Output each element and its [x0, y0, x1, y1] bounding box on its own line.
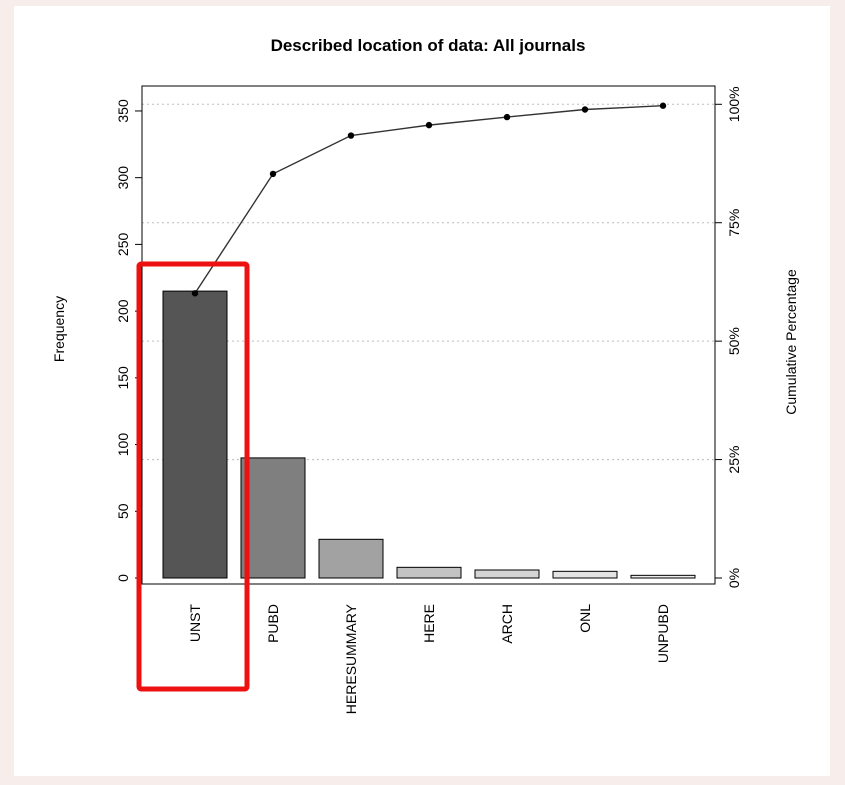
bars — [162, 290, 696, 579]
y-tick-label: 350 — [115, 99, 131, 123]
y-axis-label: Frequency — [51, 296, 67, 362]
bar-unst — [162, 290, 228, 579]
cumulative-point-onl — [581, 106, 589, 113]
cumulative-point-here — [425, 121, 433, 129]
y2-tick-label: 75% — [726, 209, 742, 237]
y-tick-label: 250 — [115, 233, 131, 257]
bar-heresummary — [318, 538, 384, 579]
x-tick-label-here: HERE — [421, 604, 437, 643]
y2-axis-label: Cumulative Percentage — [783, 269, 799, 415]
grid-lines — [142, 103, 715, 461]
y2-tick-label: 50% — [726, 327, 742, 355]
bar-here — [396, 566, 462, 579]
pareto-chart: Described location of data: All journals… — [51, 36, 799, 714]
cumulative-point-unst — [191, 290, 199, 297]
y-tick-label: 150 — [115, 366, 131, 390]
y2-tick-label: 0% — [726, 568, 742, 588]
bar-pubd — [240, 457, 306, 579]
x-tick-label-heresummary: HERESUMMARY — [343, 603, 359, 714]
y-tick-label: 0 — [115, 574, 131, 582]
x-tick-label-unst: UNST — [187, 604, 203, 643]
cumulative-point-pubd — [269, 170, 277, 178]
cumulative-line — [191, 102, 667, 297]
cumulative-polyline — [194, 105, 664, 294]
highlight-rect-unst — [136, 261, 250, 692]
y-tick-label: 50 — [115, 503, 131, 519]
highlight-box — [136, 261, 250, 692]
y-axis-right: 0% 25% 50% 75% 100% — [714, 86, 742, 588]
bar-onl — [552, 570, 618, 579]
y-axis-left: 0 50 100 150 200 250 300 350 — [115, 99, 143, 582]
y-tick-label: 300 — [115, 166, 131, 190]
chart-frame: Described location of data: All journals… — [14, 6, 830, 776]
bar-unpubd — [630, 574, 696, 579]
y-tick-label: 200 — [115, 299, 131, 323]
chart-title: Described location of data: All journals — [271, 36, 586, 55]
x-tick-label-onl: ONL — [577, 604, 593, 633]
cumulative-point-arch — [503, 113, 511, 121]
x-tick-label-unpubd: UNPUBD — [655, 604, 671, 663]
bar-arch — [474, 569, 540, 579]
x-tick-label-arch: ARCH — [499, 604, 515, 644]
cumulative-point-heresummary — [347, 132, 355, 139]
x-axis-labels: UNST PUBD HERESUMMARY HERE ARCH ONL UNPUBD — [187, 603, 671, 714]
y2-tick-label: 100% — [726, 86, 742, 122]
y2-tick-label: 25% — [726, 446, 742, 474]
y-tick-label: 100 — [115, 433, 131, 457]
x-tick-label-pubd: PUBD — [265, 604, 281, 643]
cumulative-point-unpubd — [659, 102, 667, 109]
plot-border — [141, 85, 716, 585]
